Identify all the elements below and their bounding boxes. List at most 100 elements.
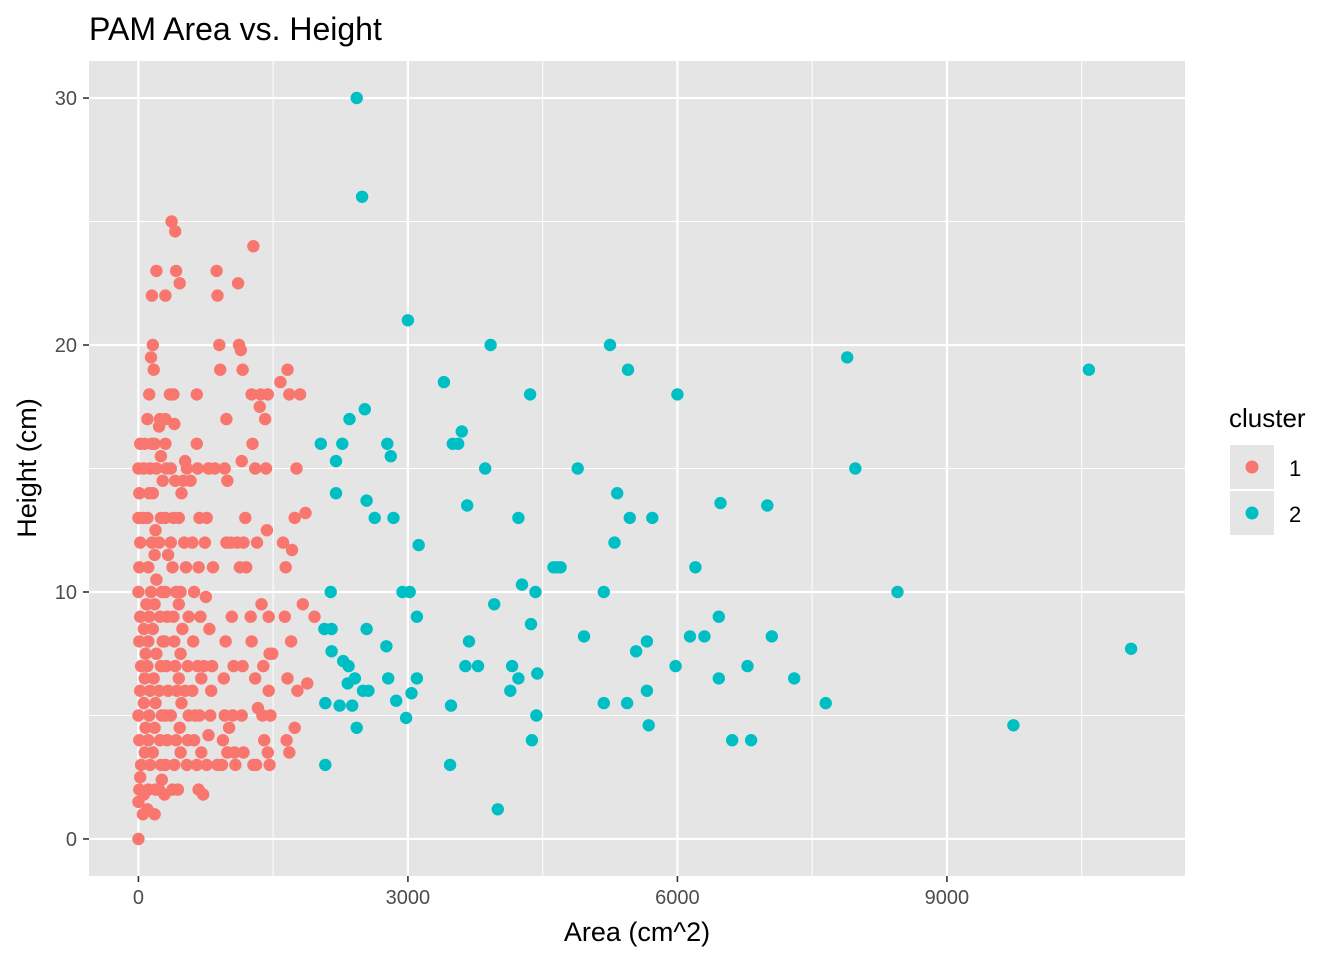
data-point-cluster-2 [410, 610, 424, 623]
data-point-cluster-1 [150, 264, 163, 278]
data-point-cluster-1 [262, 684, 275, 697]
data-point-cluster-1 [142, 635, 155, 648]
data-point-cluster-2 [405, 687, 418, 700]
data-point-cluster-1 [148, 548, 161, 562]
data-point-cluster-2 [390, 694, 403, 707]
data-point-cluster-1 [165, 215, 178, 228]
data-point-cluster-1 [179, 561, 193, 574]
data-point-cluster-2 [333, 699, 346, 712]
data-point-cluster-2 [849, 462, 862, 475]
data-point-cluster-1 [150, 573, 163, 586]
data-point-cluster-1 [169, 659, 182, 673]
data-point-cluster-1 [186, 536, 199, 549]
data-point-cluster-1 [174, 585, 187, 599]
data-point-cluster-1 [149, 524, 162, 537]
data-point-cluster-1 [299, 506, 312, 520]
data-point-cluster-2 [698, 630, 711, 643]
data-point-cluster-1 [146, 622, 159, 636]
data-point-cluster-1 [259, 462, 273, 475]
data-point-cluster-1 [205, 684, 218, 697]
y-tick-label: 0 [66, 829, 77, 851]
data-point-cluster-1 [132, 585, 145, 599]
data-point-cluster-1 [288, 721, 301, 734]
data-point-cluster-1 [148, 808, 161, 821]
data-point-cluster-2 [382, 672, 395, 685]
data-point-cluster-1 [175, 696, 188, 710]
data-point-cluster-1 [168, 635, 181, 648]
data-point-cluster-1 [247, 240, 260, 253]
data-point-cluster-1 [249, 462, 262, 475]
data-point-cluster-1 [236, 363, 249, 376]
data-point-cluster-1 [133, 561, 146, 574]
data-point-cluster-2 [621, 363, 635, 376]
data-point-cluster-2 [350, 721, 363, 734]
data-point-cluster-1 [148, 437, 161, 450]
data-point-cluster-1 [161, 684, 175, 697]
legend-title: cluster [1229, 403, 1306, 433]
data-point-cluster-2 [841, 351, 854, 364]
data-point-cluster-1 [261, 388, 274, 401]
data-point-cluster-2 [714, 496, 727, 510]
data-point-cluster-1 [215, 758, 229, 772]
data-point-cluster-1 [172, 598, 185, 611]
data-point-cluster-1 [180, 462, 194, 475]
data-point-cluster-2 [741, 659, 754, 673]
data-point-cluster-2 [683, 630, 697, 643]
data-point-cluster-1 [278, 610, 291, 623]
y-axis-title: Height (cm) [12, 398, 42, 538]
data-point-cluster-2 [360, 494, 373, 507]
data-point-cluster-1 [214, 363, 227, 376]
data-point-cluster-2 [504, 684, 517, 697]
data-point-cluster-1 [169, 225, 182, 238]
data-point-cluster-1 [218, 462, 231, 475]
data-point-cluster-2 [525, 734, 539, 747]
data-point-cluster-1 [219, 635, 232, 648]
data-point-cluster-1 [187, 635, 200, 648]
data-point-cluster-1 [187, 585, 201, 599]
data-point-cluster-1 [138, 672, 151, 685]
data-point-cluster-1 [152, 536, 166, 549]
data-point-cluster-1 [143, 709, 156, 722]
data-point-cluster-1 [180, 758, 194, 772]
data-point-cluster-1 [141, 659, 154, 673]
data-point-cluster-1 [284, 635, 298, 648]
data-point-cluster-1 [237, 746, 250, 759]
data-point-cluster-1 [146, 487, 159, 500]
data-point-cluster-1 [161, 734, 174, 747]
data-point-cluster-2 [512, 672, 525, 685]
data-point-cluster-1 [142, 734, 155, 747]
data-point-cluster-2 [1082, 363, 1096, 376]
y-axis: 0 10 20 30 [55, 88, 89, 851]
data-point-cluster-2 [319, 696, 332, 710]
data-point-cluster-1 [281, 672, 294, 685]
data-point-cluster-1 [228, 746, 241, 759]
data-point-cluster-1 [143, 610, 156, 623]
data-point-cluster-1 [161, 548, 175, 562]
data-point-cluster-1 [147, 672, 160, 685]
data-point-cluster-1 [190, 758, 203, 772]
data-point-cluster-1 [308, 610, 321, 623]
y-tick-label: 20 [55, 335, 77, 357]
data-point-cluster-2 [358, 403, 371, 416]
data-point-cluster-2 [360, 622, 373, 636]
y-tick-label: 10 [55, 582, 77, 604]
data-point-cluster-2 [488, 598, 501, 611]
data-point-cluster-2 [571, 462, 584, 475]
x-tick-label: 0 [133, 887, 144, 909]
data-point-cluster-1 [280, 734, 293, 747]
data-point-cluster-2 [314, 437, 327, 450]
data-point-cluster-1 [245, 388, 258, 401]
data-point-cluster-1 [291, 684, 304, 697]
data-point-cluster-1 [172, 511, 185, 525]
data-point-cluster-1 [249, 672, 262, 685]
data-point-cluster-1 [143, 684, 157, 697]
data-point-cluster-1 [240, 561, 253, 574]
data-point-cluster-1 [149, 696, 162, 710]
data-point-cluster-1 [134, 536, 147, 549]
data-point-cluster-2 [399, 711, 413, 725]
data-point-cluster-2 [765, 630, 778, 643]
data-point-cluster-2 [443, 758, 457, 772]
data-point-cluster-2 [530, 709, 543, 722]
data-point-cluster-1 [290, 462, 303, 475]
